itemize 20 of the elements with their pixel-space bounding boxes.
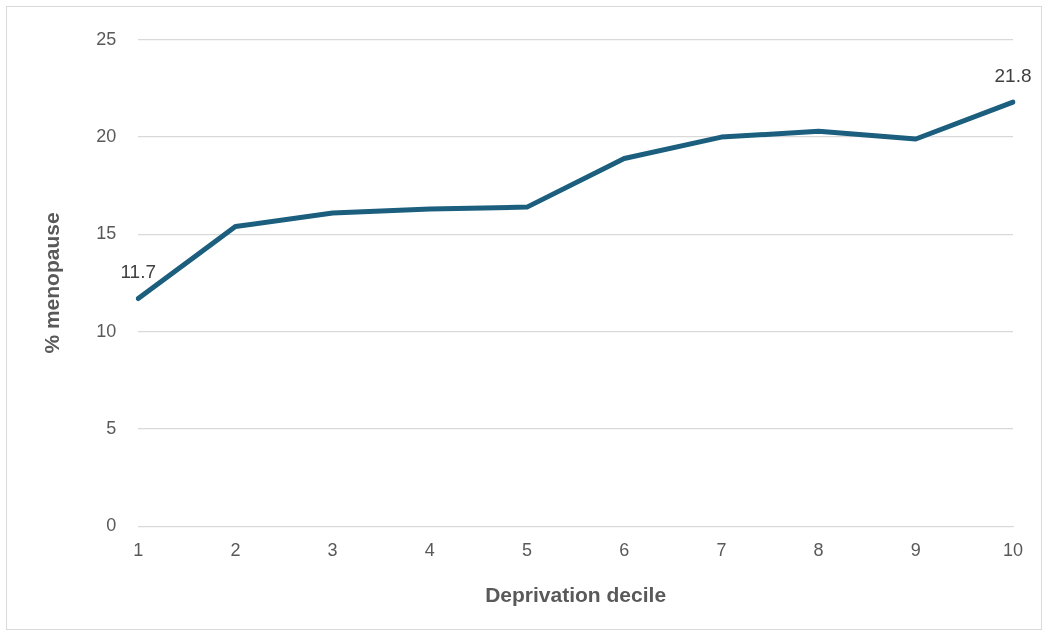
y-axis-title: % menopause [40, 212, 64, 354]
y-tick-label: 10 [96, 320, 117, 341]
x-tick-label: 6 [619, 539, 630, 560]
x-tick-label: 9 [910, 539, 921, 560]
x-tick-label: 5 [522, 539, 533, 560]
y-tick-label: 20 [96, 126, 117, 147]
x-tick-label: 1 [133, 539, 144, 560]
data-label: 21.8 [994, 64, 1032, 86]
y-tick-label: 15 [96, 223, 117, 244]
x-axis-title: Deprivation decile [485, 583, 667, 607]
x-tick-label: 3 [327, 539, 338, 560]
x-tick-label: 8 [813, 539, 824, 560]
x-tick-label: 10 [1002, 539, 1024, 560]
x-tick-label: 2 [230, 539, 241, 560]
y-tick-label: 5 [106, 417, 117, 438]
y-tick-label: 0 [106, 515, 117, 536]
y-tick-label: 25 [96, 28, 117, 49]
x-tick-label: 4 [424, 539, 435, 560]
x-tick-label: 7 [716, 539, 727, 560]
data-label: 11.7 [120, 261, 157, 283]
